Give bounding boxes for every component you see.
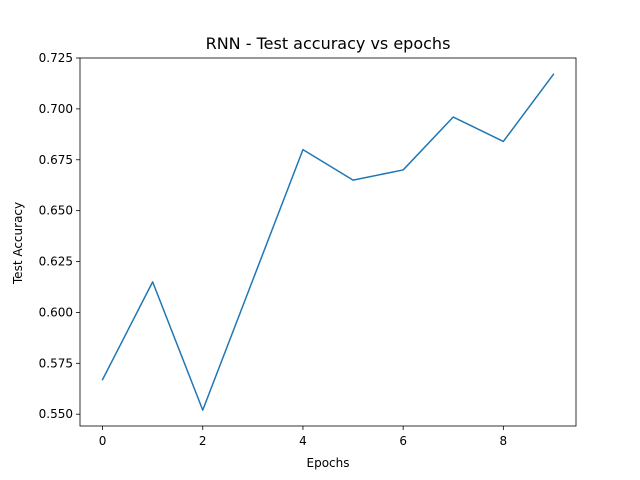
x-tick-label-1: 2 bbox=[199, 434, 207, 448]
y-tick-label-1: 0.575 bbox=[39, 356, 73, 370]
plot-area: 0 2 4 6 8 0.550 0.575 0.600 0.625 0.650 0.675 0.700… bbox=[39, 51, 577, 448]
y-axis-label: Test Accuracy bbox=[11, 202, 25, 285]
x-tick-label-2: 4 bbox=[299, 434, 307, 448]
x-axis-label: Epochs bbox=[307, 456, 350, 470]
y-tick-label-7: 0.725 bbox=[39, 51, 73, 65]
y-tick-label-4: 0.650 bbox=[39, 204, 73, 218]
x-tick-label-0: 0 bbox=[99, 434, 107, 448]
y-tick-label-5: 0.675 bbox=[39, 153, 73, 167]
chart-title: RNN - Test accuracy vs epochs bbox=[206, 34, 451, 53]
x-tick-label-3: 6 bbox=[399, 434, 407, 448]
y-tick-label-3: 0.625 bbox=[39, 255, 73, 269]
y-tick-label-0: 0.550 bbox=[39, 407, 73, 421]
x-tick-label-4: 8 bbox=[500, 434, 508, 448]
axes-frame bbox=[79, 57, 577, 427]
y-tick-label-6: 0.700 bbox=[39, 102, 73, 116]
y-tick-label-2: 0.600 bbox=[39, 305, 73, 319]
series-line-0 bbox=[101, 73, 555, 411]
